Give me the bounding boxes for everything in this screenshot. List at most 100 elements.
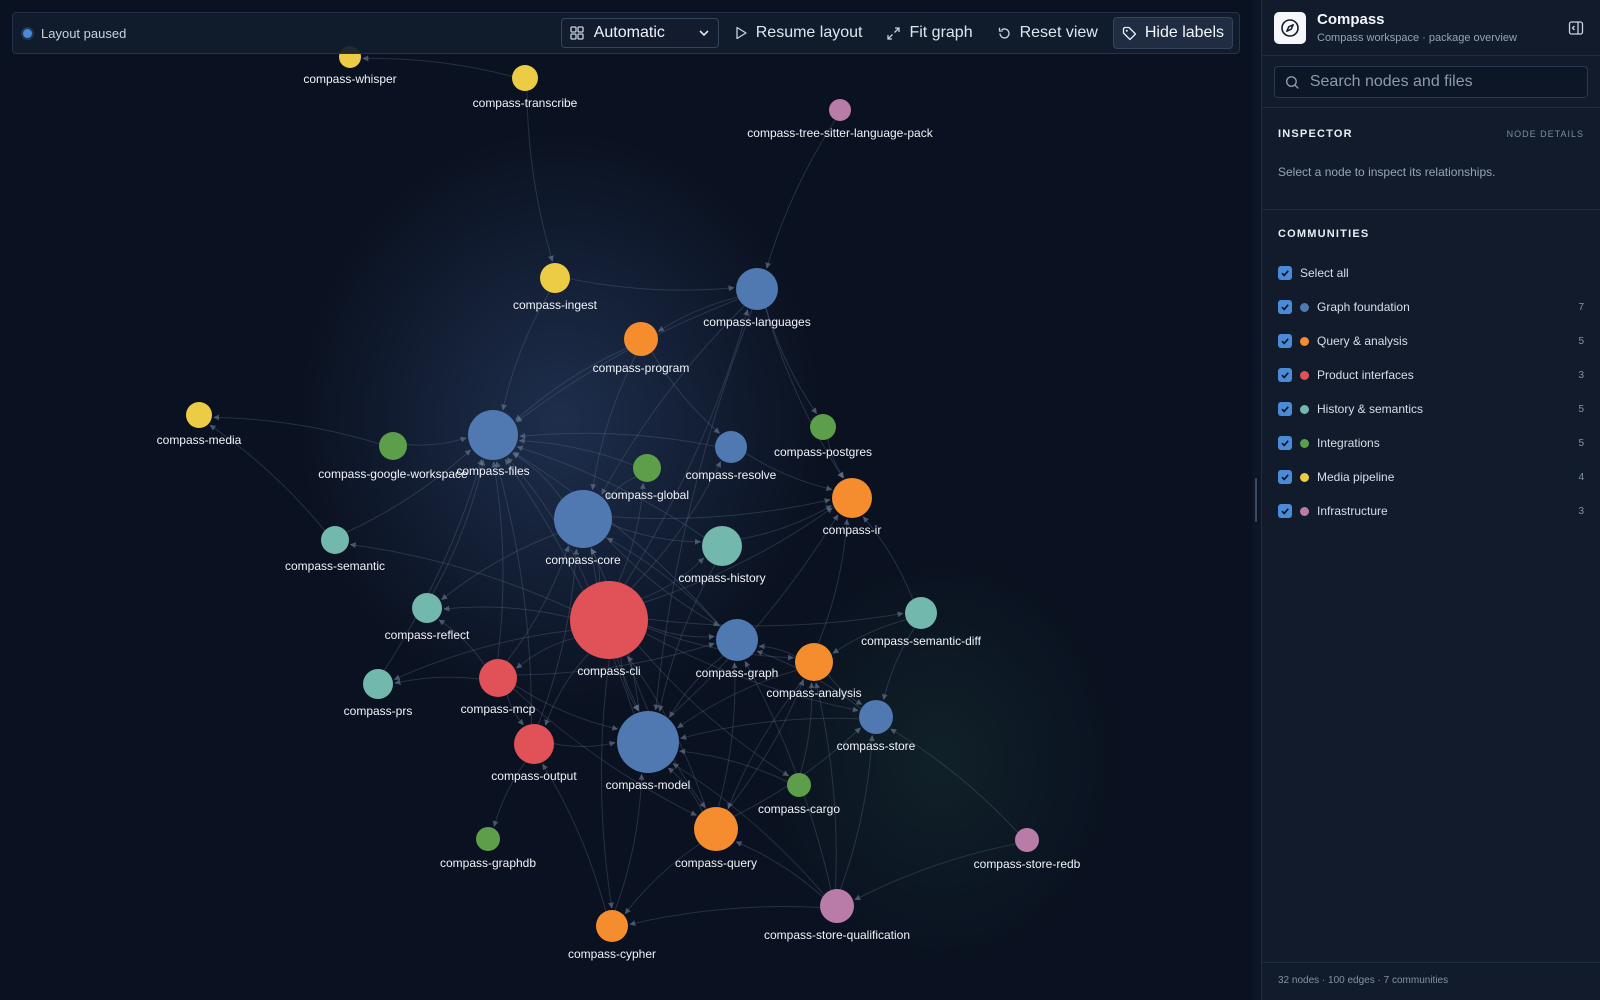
- graph-node[interactable]: compass-google-workspace: [318, 432, 468, 481]
- graph-node[interactable]: compass-cli: [570, 581, 648, 678]
- graph-node[interactable]: compass-model: [606, 711, 691, 792]
- graph-node[interactable]: compass-store-redb: [974, 828, 1081, 871]
- search-icon: [1285, 75, 1299, 89]
- node-circle[interactable]: [633, 454, 661, 482]
- community-color-swatch: [1300, 302, 1309, 312]
- graph-node[interactable]: compass-media: [157, 402, 242, 447]
- community-checkbox[interactable]: [1278, 402, 1292, 416]
- node-circle[interactable]: [905, 597, 937, 629]
- graph-node[interactable]: compass-history: [678, 526, 766, 585]
- reset-view-button[interactable]: Reset view: [988, 17, 1107, 49]
- node-circle[interactable]: [554, 490, 612, 548]
- node-circle[interactable]: [736, 268, 778, 310]
- select-all-checkbox[interactable]: [1278, 266, 1292, 280]
- community-checkbox[interactable]: [1278, 436, 1292, 450]
- collapse-sidebar-button[interactable]: [1564, 16, 1588, 40]
- panel-resize-handle[interactable]: [1253, 0, 1261, 1000]
- node-circle[interactable]: [716, 619, 758, 661]
- graph-node[interactable]: compass-graphdb: [440, 827, 536, 870]
- graph-node[interactable]: compass-core: [545, 490, 621, 567]
- layout-select[interactable]: Automatic: [560, 18, 719, 48]
- node-circle[interactable]: [412, 593, 442, 623]
- graph-node[interactable]: compass-cypher: [568, 910, 656, 961]
- node-label: compass-files: [456, 464, 529, 478]
- graph-node[interactable]: compass-languages: [703, 268, 811, 329]
- graph-node[interactable]: compass-files: [456, 410, 530, 478]
- search-input[interactable]: [1309, 73, 1577, 91]
- community-checkbox[interactable]: [1278, 470, 1292, 484]
- graph-node[interactable]: compass-store: [837, 700, 916, 753]
- node-circle[interactable]: [694, 807, 738, 851]
- graph-node[interactable]: compass-graph: [696, 619, 779, 680]
- node-circle[interactable]: [363, 669, 393, 699]
- resize-grip[interactable]: [1255, 478, 1257, 522]
- resume-layout-label: Resume layout: [755, 24, 863, 41]
- graph-node[interactable]: compass-transcribe: [473, 65, 578, 110]
- node-circle[interactable]: [715, 431, 747, 463]
- node-circle[interactable]: [795, 643, 833, 681]
- graph-node[interactable]: compass-resolve: [686, 431, 777, 482]
- node-circle[interactable]: [468, 410, 518, 460]
- graph-svg[interactable]: compass-whisper compass-transcribe compass…: [0, 0, 1253, 1000]
- graph-node[interactable]: compass-ingest: [513, 263, 598, 312]
- node-circle[interactable]: [512, 65, 538, 91]
- community-row[interactable]: Infrastructure 3: [1278, 494, 1584, 528]
- graph-node[interactable]: compass-query: [675, 807, 757, 870]
- resume-layout-button[interactable]: Resume layout: [725, 17, 872, 49]
- inspector-meta: NODE DETAILS: [1506, 129, 1584, 139]
- graph-node[interactable]: compass-prs: [344, 669, 413, 718]
- graph-node[interactable]: compass-reflect: [385, 593, 470, 642]
- search-box[interactable]: [1274, 66, 1588, 98]
- community-row[interactable]: Graph foundation 7: [1278, 290, 1584, 324]
- node-circle[interactable]: [479, 659, 517, 697]
- node-circle[interactable]: [570, 581, 648, 659]
- fit-graph-label: Fit graph: [909, 24, 973, 41]
- graph-node[interactable]: compass-postgres: [774, 414, 872, 459]
- community-row[interactable]: Integrations 5: [1278, 426, 1584, 460]
- node-circle[interactable]: [540, 263, 570, 293]
- node-circle[interactable]: [832, 478, 872, 518]
- community-row[interactable]: Query & analysis 5: [1278, 324, 1584, 358]
- hide-labels-button[interactable]: Hide labels: [1112, 17, 1233, 49]
- community-checkbox[interactable]: [1278, 300, 1292, 314]
- fit-graph-button[interactable]: Fit graph: [877, 17, 981, 49]
- node-circle[interactable]: [476, 827, 500, 851]
- hide-labels-label: Hide labels: [1144, 24, 1224, 41]
- graph-canvas[interactable]: compass-whisper compass-transcribe compass…: [0, 0, 1253, 1000]
- graph-node[interactable]: compass-cargo: [758, 773, 840, 816]
- graph-node[interactable]: compass-semantic-diff: [861, 597, 982, 648]
- graph-node[interactable]: compass-store-qualification: [764, 889, 910, 942]
- community-row[interactable]: History & semantics 5: [1278, 392, 1584, 426]
- node-circle[interactable]: [1015, 828, 1039, 852]
- graph-node[interactable]: compass-semantic: [285, 526, 385, 573]
- node-label: compass-history: [678, 571, 765, 585]
- graph-node[interactable]: compass-analysis: [766, 643, 862, 700]
- node-circle[interactable]: [820, 889, 854, 923]
- node-circle[interactable]: [702, 526, 742, 566]
- community-checkbox[interactable]: [1278, 504, 1292, 518]
- node-circle[interactable]: [617, 711, 679, 773]
- community-row[interactable]: Media pipeline 4: [1278, 460, 1584, 494]
- node-circle[interactable]: [379, 432, 407, 460]
- node-circle[interactable]: [186, 402, 212, 428]
- select-all-row[interactable]: Select all: [1278, 256, 1584, 290]
- graph-edge: [758, 643, 796, 658]
- node-circle[interactable]: [787, 773, 811, 797]
- node-circle[interactable]: [829, 99, 851, 121]
- node-circle[interactable]: [624, 322, 658, 356]
- node-circle[interactable]: [859, 700, 893, 734]
- graph-node[interactable]: compass-tree-sitter-language-pack: [747, 99, 934, 140]
- graph-node[interactable]: compass-program: [593, 322, 690, 375]
- graph-node[interactable]: compass-mcp: [461, 659, 536, 716]
- node-circle[interactable]: [810, 414, 836, 440]
- graph-node[interactable]: compass-global: [605, 454, 689, 502]
- node-circle[interactable]: [321, 526, 349, 554]
- node-circle[interactable]: [596, 910, 628, 942]
- community-row[interactable]: Product interfaces 3: [1278, 358, 1584, 392]
- node-circle[interactable]: [514, 724, 554, 764]
- community-checkbox[interactable]: [1278, 368, 1292, 382]
- community-checkbox[interactable]: [1278, 334, 1292, 348]
- graph-node[interactable]: compass-ir: [823, 478, 882, 537]
- graph-edge: [519, 432, 716, 447]
- graph-node[interactable]: compass-output: [491, 724, 577, 783]
